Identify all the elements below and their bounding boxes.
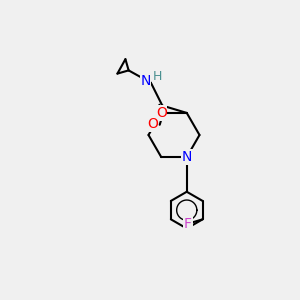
Text: H: H xyxy=(153,70,162,83)
Text: O: O xyxy=(156,106,167,120)
Text: O: O xyxy=(147,117,158,131)
Text: N: N xyxy=(182,150,192,164)
Text: F: F xyxy=(184,217,192,231)
Text: N: N xyxy=(140,74,151,88)
